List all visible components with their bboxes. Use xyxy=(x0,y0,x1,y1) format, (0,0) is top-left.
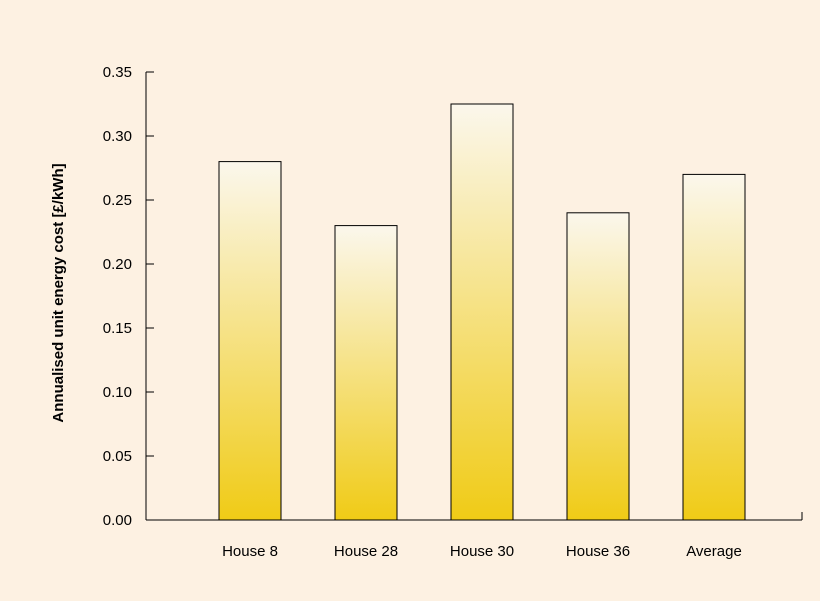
y-tick-label: 0.35 xyxy=(103,64,132,81)
x-category-label: House 28 xyxy=(334,543,398,560)
bar xyxy=(566,212,630,521)
y-tick-label: 0.20 xyxy=(103,256,132,273)
x-category-label: Average xyxy=(686,543,742,560)
y-tick-label: 0.25 xyxy=(103,192,132,209)
y-tick-label: 0.05 xyxy=(103,448,132,465)
x-category-label: House 30 xyxy=(450,543,514,560)
bars-layer xyxy=(218,103,746,521)
y-tick-label: 0.10 xyxy=(103,384,132,401)
axes-layer: 0.00 0.05 0.10 0.15 0.20 0.25 0.30 0.35 House 8 H… xyxy=(103,64,803,560)
bar xyxy=(682,173,746,521)
y-axis-title: Annualised unit energy cost [£/kWh] xyxy=(50,163,67,422)
x-category-label: House 8 xyxy=(222,543,278,560)
x-category-label: House 36 xyxy=(566,543,630,560)
y-tick-label: 0.00 xyxy=(103,512,132,529)
bar xyxy=(450,103,514,521)
bar xyxy=(334,225,398,521)
y-tick-label: 0.15 xyxy=(103,320,132,337)
y-tick-label: 0.30 xyxy=(103,128,132,145)
bar xyxy=(218,161,282,521)
